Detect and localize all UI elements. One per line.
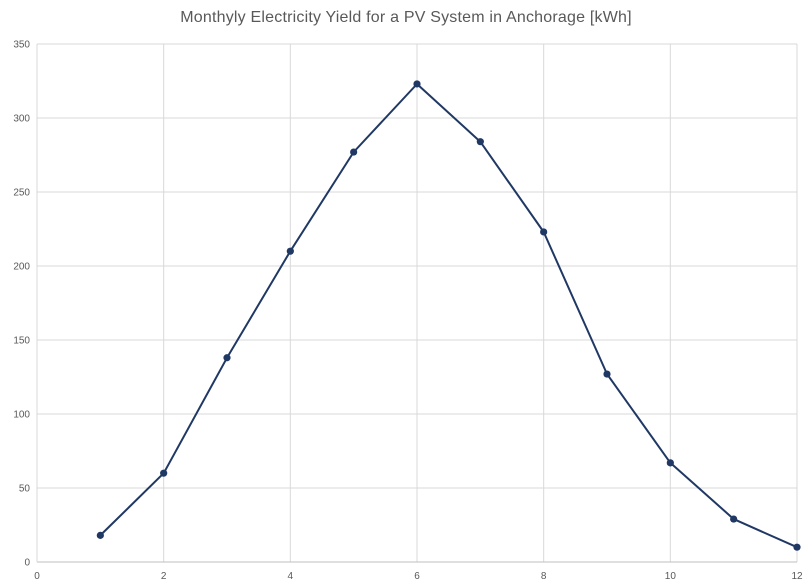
data-point: [603, 370, 611, 378]
y-tick-label: 250: [13, 188, 30, 199]
y-tick-label: 300: [13, 114, 30, 125]
y-tick-label: 350: [13, 40, 30, 51]
x-tick-label: 12: [791, 571, 803, 582]
y-tick-label: 200: [13, 262, 30, 273]
series-line: [99, 83, 798, 549]
y-tick-label: 0: [24, 558, 30, 569]
data-point: [350, 148, 358, 156]
x-tick-label: 2: [161, 571, 167, 582]
x-tick-label: 0: [34, 571, 40, 582]
data-point: [793, 543, 801, 551]
data-point: [476, 138, 484, 146]
x-tick-label: 4: [288, 571, 294, 582]
data-point: [540, 228, 548, 236]
data-point: [413, 80, 421, 88]
x-tick-label: 10: [665, 571, 677, 582]
data-point: [730, 515, 738, 523]
chart-title: Monthyly Electricity Yield for a PV Syst…: [180, 9, 632, 26]
data-point: [223, 354, 231, 362]
data-point: [160, 469, 168, 477]
y-tick-label: 100: [13, 410, 30, 421]
y-tick-label: 150: [13, 336, 30, 347]
data-point: [96, 531, 104, 539]
y-tick-label: 50: [19, 484, 31, 495]
x-tick-label: 8: [541, 571, 547, 582]
axes: [36, 44, 797, 563]
series: [96, 80, 801, 551]
tick-labels: 0 50 100 150 200 250 300 350 0 2 4 6 8 10 12: [13, 40, 803, 583]
data-point: [286, 247, 294, 255]
data-point: [666, 459, 674, 467]
x-tick-label: 6: [414, 571, 420, 582]
grid: [37, 43, 798, 562]
